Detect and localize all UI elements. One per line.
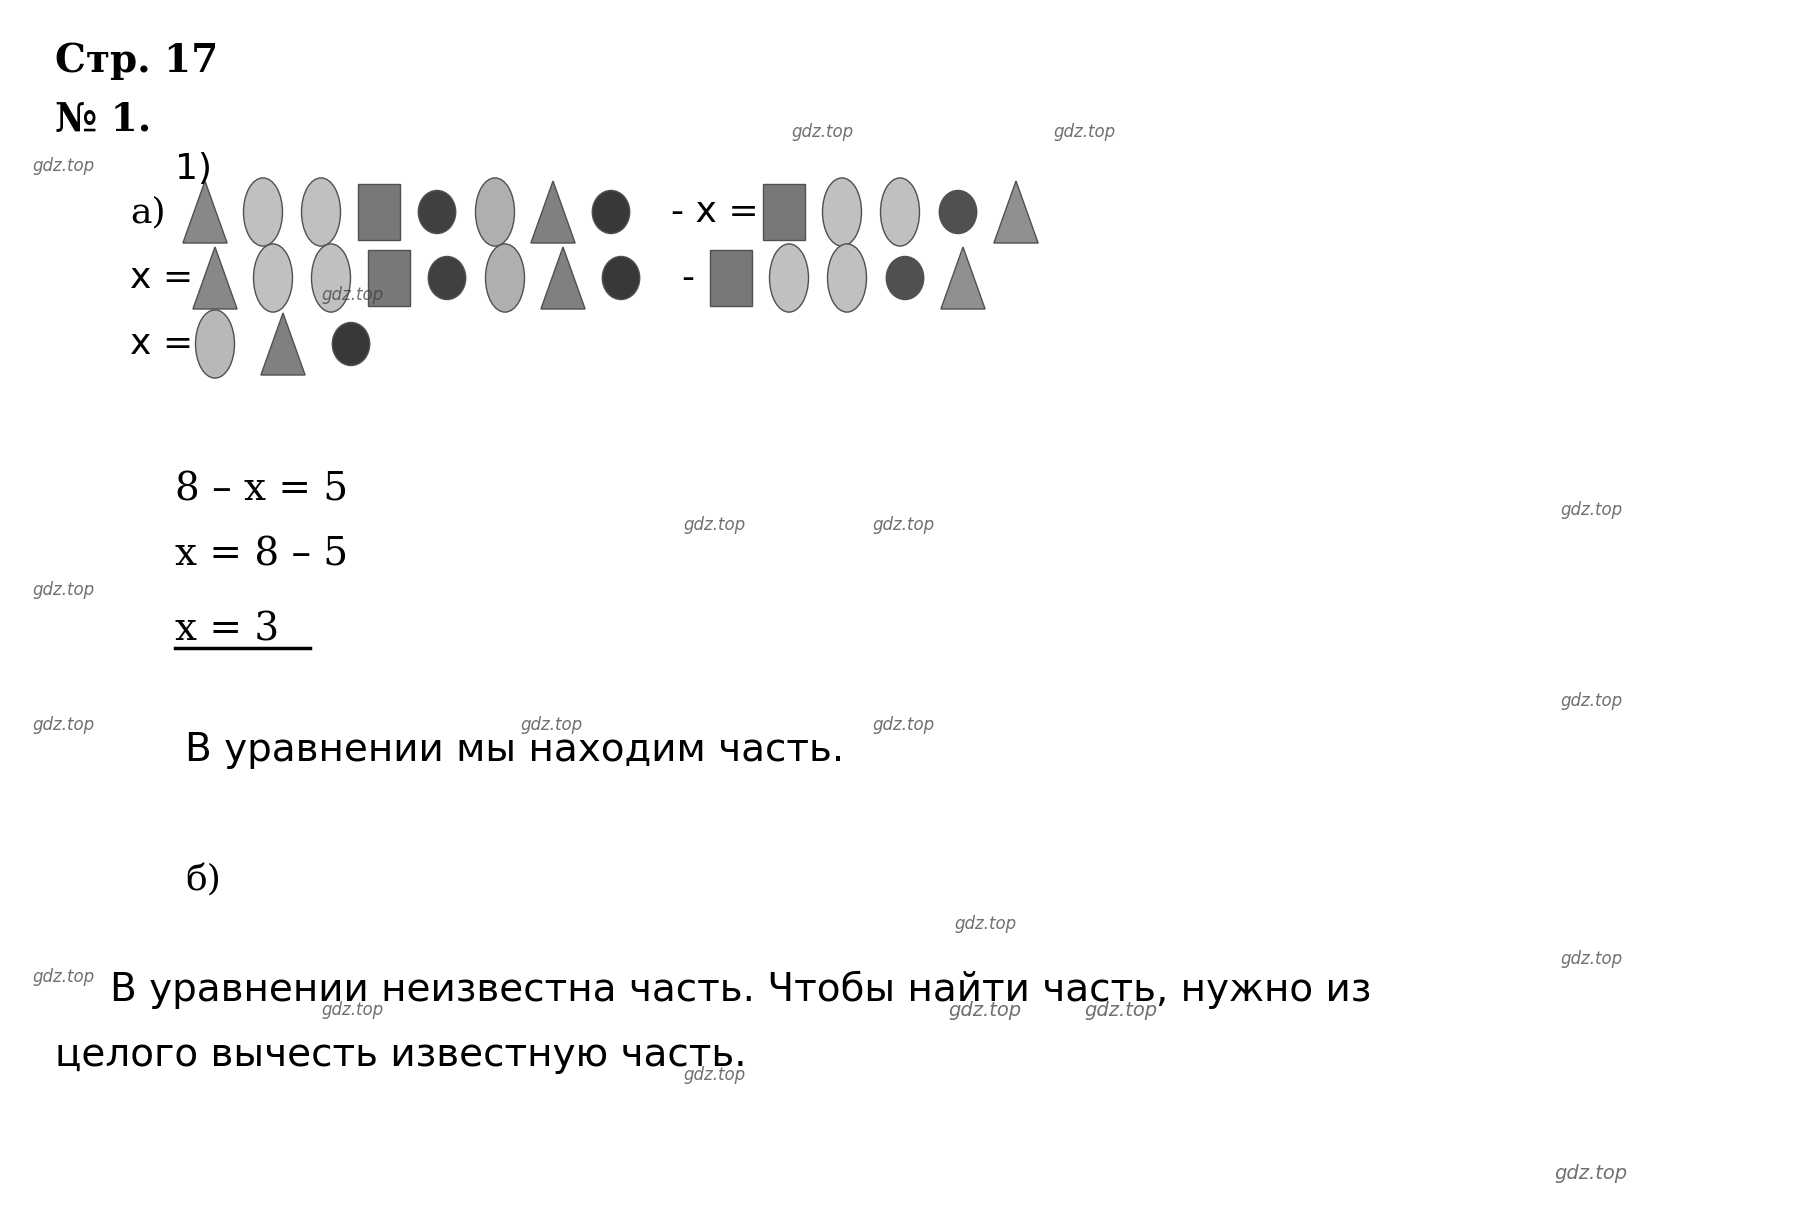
- Text: gdz.top: gdz.top: [1084, 1000, 1156, 1020]
- Text: gdz.top: gdz.top: [683, 516, 744, 533]
- Text: x =: x =: [130, 327, 193, 361]
- Text: б): б): [184, 863, 220, 897]
- Text: gdz.top: gdz.top: [683, 1067, 744, 1084]
- Text: gdz.top: gdz.top: [1559, 692, 1621, 709]
- Ellipse shape: [417, 190, 455, 234]
- Text: 8 – x = 5: 8 – x = 5: [175, 472, 349, 509]
- Polygon shape: [994, 181, 1037, 243]
- Bar: [358, 184, 399, 240]
- Bar: [710, 249, 752, 306]
- Ellipse shape: [602, 257, 640, 300]
- Text: - x =: - x =: [670, 195, 759, 229]
- Ellipse shape: [475, 178, 515, 246]
- Text: целого вычесть известную часть.: целого вычесть известную часть.: [54, 1036, 746, 1074]
- Text: gdz.top: gdz.top: [873, 516, 934, 533]
- Text: а): а): [130, 195, 166, 229]
- Polygon shape: [183, 181, 228, 243]
- Ellipse shape: [428, 257, 466, 300]
- Bar: [367, 249, 410, 306]
- Text: gdz.top: gdz.top: [33, 581, 94, 599]
- Ellipse shape: [195, 310, 235, 379]
- Text: gdz.top: gdz.top: [949, 1000, 1021, 1020]
- Ellipse shape: [253, 243, 293, 312]
- Text: gdz.top: gdz.top: [1559, 501, 1621, 519]
- Polygon shape: [531, 181, 575, 243]
- Polygon shape: [540, 247, 585, 308]
- Text: В уравнении мы находим часть.: В уравнении мы находим часть.: [184, 731, 844, 769]
- Text: gdz.top: gdz.top: [33, 157, 94, 175]
- Bar: [763, 184, 804, 240]
- Text: 1): 1): [175, 152, 211, 186]
- Text: x =: x =: [130, 261, 193, 295]
- Text: gdz.top: gdz.top: [954, 916, 1016, 933]
- Text: gdz.top: gdz.top: [873, 717, 934, 734]
- Text: gdz.top: gdz.top: [1554, 1164, 1626, 1184]
- Polygon shape: [940, 247, 985, 308]
- Ellipse shape: [885, 257, 923, 300]
- Ellipse shape: [940, 190, 976, 234]
- Text: Стр. 17: Стр. 17: [54, 42, 219, 80]
- Polygon shape: [260, 313, 305, 375]
- Text: x = 8 – 5: x = 8 – 5: [175, 537, 349, 574]
- Text: x = 3: x = 3: [175, 612, 278, 649]
- Ellipse shape: [880, 178, 920, 246]
- Ellipse shape: [302, 178, 340, 246]
- Text: В уравнении неизвестна часть. Чтобы найти часть, нужно из: В уравнении неизвестна часть. Чтобы найт…: [110, 971, 1372, 1009]
- Text: gdz.top: gdz.top: [1053, 123, 1115, 140]
- Text: gdz.top: gdz.top: [520, 717, 582, 734]
- Text: № 1.: № 1.: [54, 100, 152, 138]
- Text: gdz.top: gdz.top: [1559, 950, 1621, 967]
- Ellipse shape: [770, 243, 808, 312]
- Ellipse shape: [311, 243, 351, 312]
- Ellipse shape: [822, 178, 860, 246]
- Ellipse shape: [486, 243, 524, 312]
- Text: gdz.top: gdz.top: [33, 968, 94, 986]
- Ellipse shape: [828, 243, 866, 312]
- Text: gdz.top: gdz.top: [791, 123, 853, 140]
- Ellipse shape: [593, 190, 629, 234]
- Text: -: -: [681, 261, 694, 295]
- Ellipse shape: [332, 322, 369, 365]
- Text: gdz.top: gdz.top: [322, 286, 383, 304]
- Ellipse shape: [244, 178, 282, 246]
- Polygon shape: [193, 247, 237, 308]
- Text: gdz.top: gdz.top: [322, 1002, 383, 1019]
- Text: gdz.top: gdz.top: [33, 717, 94, 734]
